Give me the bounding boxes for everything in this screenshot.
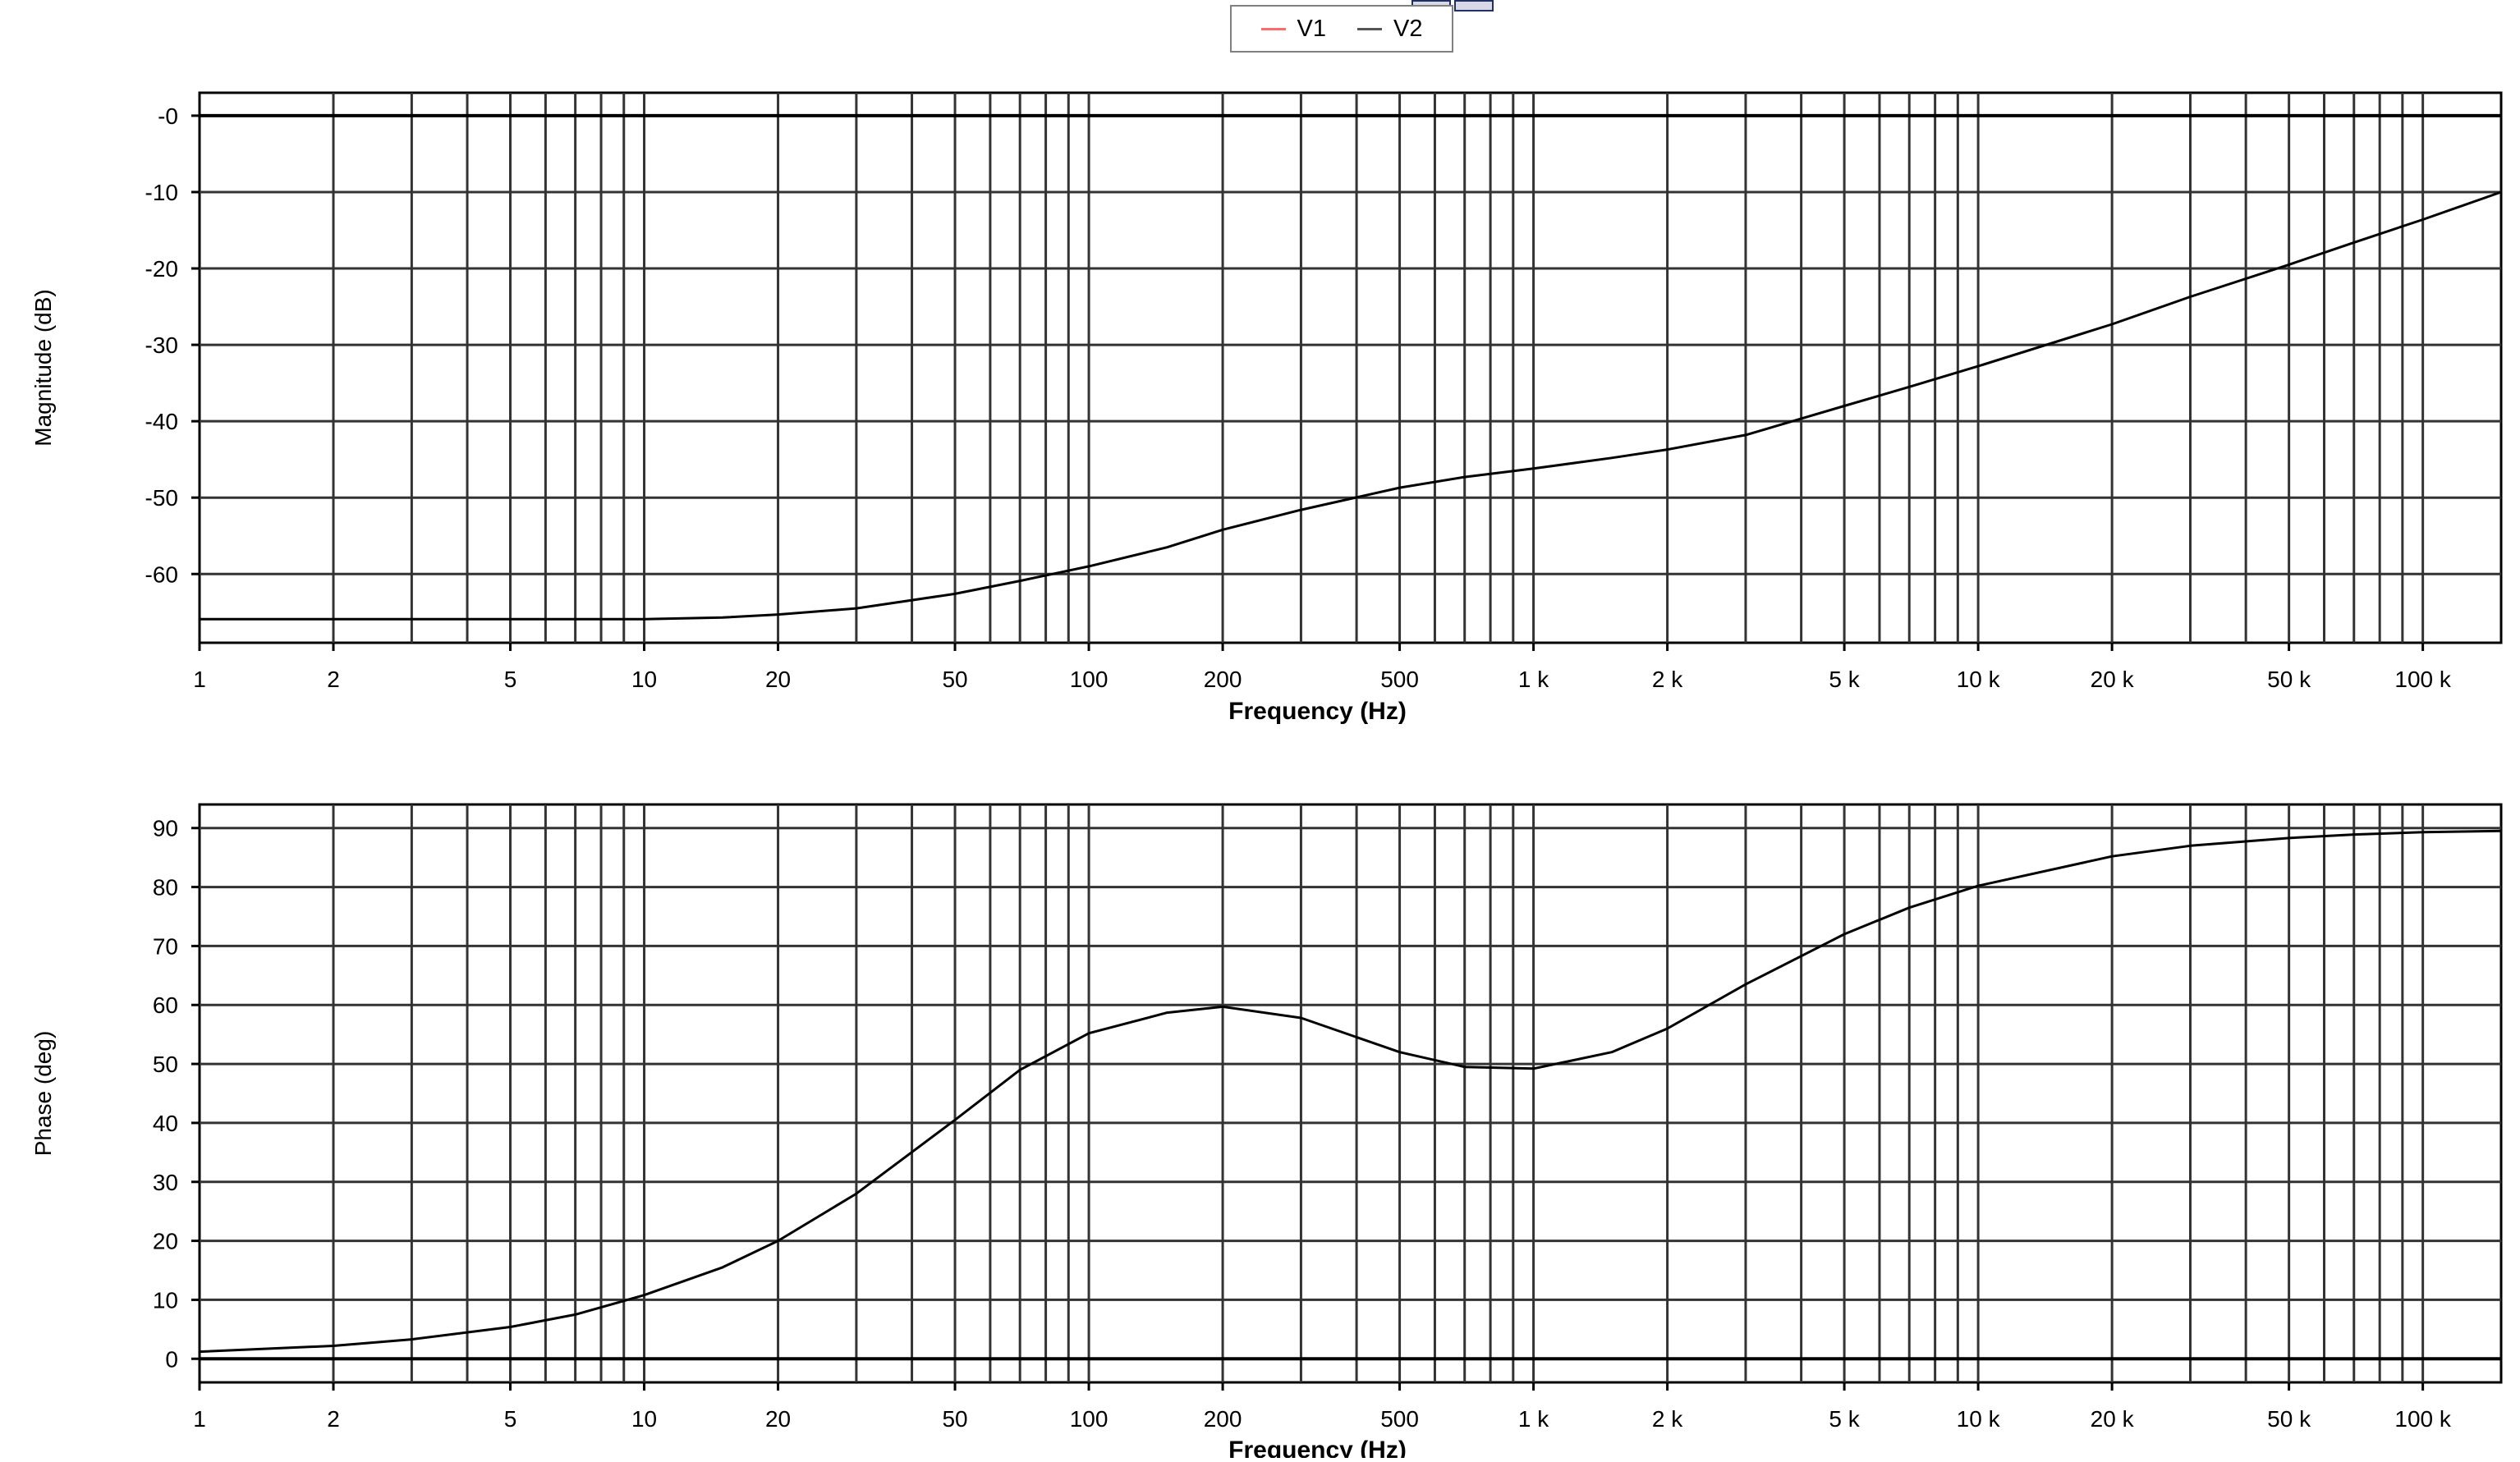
phase-x-tick-label: 50 k [2267, 1406, 2311, 1432]
phase-y-tick-label: 30 [153, 1170, 178, 1195]
phase-x-tick-label: 5 k [1829, 1406, 1860, 1432]
phase-x-tick-label: 1 k [1518, 1406, 1549, 1432]
phase-y-tick-label: 40 [153, 1111, 178, 1136]
phase-y-tick-label: 90 [153, 816, 178, 841]
phase-plot-frame [198, 803, 2503, 1384]
legend-swatch-v1 [1260, 27, 1286, 30]
magnitude-y-tick-label: -60 [145, 561, 178, 587]
magnitude-x-tick-label: 5 k [1829, 667, 1860, 692]
phase-x-tick-label: 1 [193, 1406, 206, 1432]
phase-y-axis-label: Phase (deg) [30, 1031, 56, 1157]
phase-x-tick-label: 100 [1070, 1406, 1109, 1432]
magnitude-x-tick-label: 1 [193, 667, 206, 692]
magnitude-y-tick-label: -20 [145, 256, 178, 282]
magnitude-x-tick-label: 20 k [2091, 667, 2135, 692]
magnitude-x-tick-label: 500 [1380, 667, 1419, 692]
magnitude-y-tick-label: -30 [145, 332, 178, 358]
magnitude-x-tick-label: 20 [765, 667, 791, 692]
phase-y-tick-label: 80 [153, 875, 178, 901]
phase-x-tick-label: 100 k [2394, 1406, 2451, 1432]
phase-x-tick-label: 2 k [1652, 1406, 1683, 1432]
magnitude-x-tick-label: 200 [1204, 667, 1242, 692]
phase-x-tick-label: 10 k [1957, 1406, 2001, 1432]
legend-swatch-v2 [1357, 27, 1382, 30]
legend-label-v1: V1 [1297, 15, 1326, 42]
magnitude-x-tick-label: 2 [327, 667, 340, 692]
magnitude-y-tick-label: -0 [158, 103, 178, 129]
legend-entry-v2: V2 [1357, 16, 1422, 43]
legend-label-v2: V2 [1393, 15, 1423, 42]
legend-entry-v1: V1 [1260, 15, 1326, 43]
magnitude-panel: -0 -10 -20 -30 -40 -50 -60 1 2 5 10 20 50 100 200 500 1 … [30, 91, 2503, 725]
magnitude-series-v2-line [200, 190, 2502, 621]
phase-x-tick-label: 20 k [2091, 1406, 2135, 1432]
phase-x-tick-label: 20 [765, 1406, 791, 1432]
phase-x-tick-label: 50 [942, 1406, 967, 1432]
phase-x-tick-label: 200 [1204, 1406, 1242, 1432]
phase-panel: 0 10 20 30 40 50 60 70 80 90 1 2 5 10 20 50 100 200 500 1 k… [30, 803, 2503, 1462]
phase-x-axis-label: Frequency (Hz) [1228, 1437, 1407, 1458]
phase-x-tick-label: 2 [327, 1406, 340, 1432]
magnitude-y-axis-label: Magnitude (dB) [30, 289, 56, 446]
magnitude-x-tick-label: 100 k [2394, 667, 2451, 692]
phase-y-tick-label: 60 [153, 992, 178, 1018]
legend: V1 V2 [1230, 5, 1453, 53]
phase-y-tick-label: 10 [153, 1287, 178, 1313]
magnitude-x-tick-label: 10 [631, 667, 657, 692]
magnitude-plot-frame [198, 91, 2503, 644]
magnitude-x-tick-label: 10 k [1957, 667, 2001, 692]
magnitude-y-tick-label: -40 [145, 409, 178, 434]
phase-x-tick-label: 500 [1380, 1406, 1419, 1432]
magnitude-y-tick-label: -50 [145, 485, 178, 511]
magnitude-x-tick-label: 50 k [2267, 667, 2311, 692]
magnitude-x-tick-label: 50 [942, 667, 967, 692]
window-button-right[interactable] [1454, 0, 1494, 11]
magnitude-x-tick-label: 2 k [1652, 667, 1683, 692]
phase-x-tick-label: 10 [631, 1406, 657, 1432]
phase-y-tick-label: 20 [153, 1229, 178, 1254]
phase-y-tick-label: 70 [153, 933, 178, 959]
magnitude-x-axis-label: Frequency (Hz) [1228, 698, 1407, 725]
magnitude-y-tick-label: -10 [145, 180, 178, 205]
magnitude-x-tick-label: 5 [504, 667, 517, 692]
phase-y-tick-label: 50 [153, 1052, 178, 1077]
phase-y-tick-label: 0 [165, 1346, 178, 1372]
phase-x-tick-label: 5 [504, 1406, 517, 1432]
phase-series-v2-line [199, 829, 2502, 1354]
magnitude-x-tick-label: 1 k [1518, 667, 1549, 692]
magnitude-x-tick-label: 100 [1070, 667, 1109, 692]
